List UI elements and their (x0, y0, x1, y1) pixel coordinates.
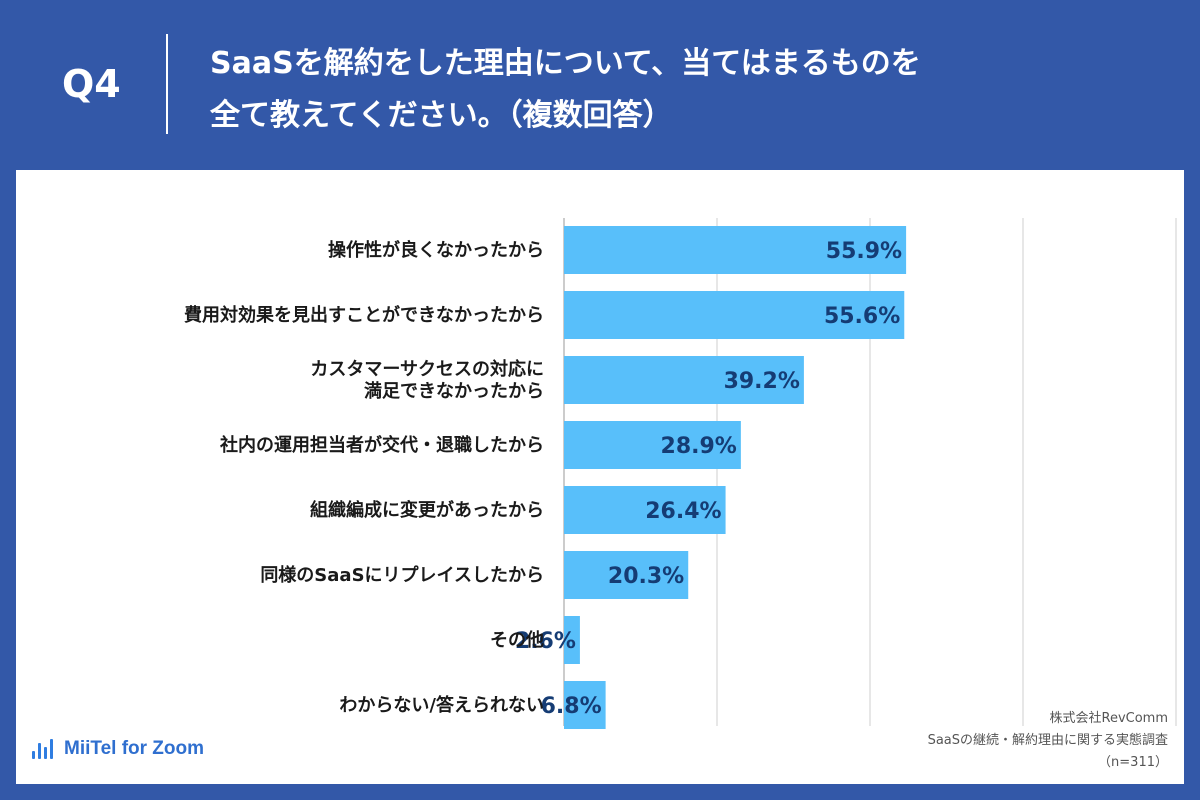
header-divider (166, 34, 168, 134)
data-label: 6.8% (541, 694, 602, 719)
category-label: カスタマーサクセスの対応に (310, 358, 544, 380)
source-survey: SaaSの継続・解約理由に関する実態調査 (927, 733, 1168, 748)
source-company: 株式会社RevComm (1049, 711, 1169, 726)
data-label: 28.9% (661, 434, 737, 459)
data-label: 2.6% (515, 629, 576, 654)
category-label: 操作性が良くなかったから (328, 239, 544, 261)
category-label: わからない/答えられない (339, 694, 544, 716)
category-label: 社内の運用担当者が交代・退職したから (220, 434, 544, 456)
data-label: 39.2% (724, 369, 800, 394)
miitel-logo: MiiTel for Zoom (32, 738, 204, 760)
question-title-line-1: SaaSを解約をした理由について、当てはまるものを (210, 46, 921, 81)
bar (564, 291, 905, 339)
bar (564, 486, 726, 534)
category-label: 組織編成に変更があったから (310, 499, 544, 521)
category-label: その他 (490, 629, 544, 651)
bar (564, 356, 804, 404)
question-title-line-2: 全て教えてください。（複数回答） (210, 98, 673, 133)
category-label: 同様のSaaSにリプレイスしたから (260, 564, 544, 586)
bar (564, 226, 907, 274)
data-label: 20.3% (608, 564, 684, 589)
chart-panel: 55.9% 操作性が良くなかったから 55.6% 費用対効果を見出すことができなかった… (16, 170, 1184, 784)
question-number: Q4 (62, 62, 121, 106)
audio-wave-icon (32, 739, 56, 759)
data-label: 55.9% (826, 239, 902, 264)
bar (564, 421, 741, 469)
logo-text: MiiTel for Zoom (64, 738, 205, 759)
source-note: 株式会社RevComm SaaSの継続・解約理由に関する実態調査 （n=311） (928, 708, 1168, 774)
question-title: SaaSを解約をした理由について、当てはまるものを 全て教えてください。（複数回… (210, 38, 1170, 142)
bar (564, 681, 606, 729)
bar (564, 551, 689, 599)
category-label: 満足できなかったから (364, 380, 544, 402)
data-label: 55.6% (824, 304, 900, 329)
source-sample: （n=311） (1098, 755, 1168, 770)
bar (564, 616, 580, 664)
header: Q4 SaaSを解約をした理由について、当てはまるものを 全て教えてください。（… (0, 0, 1200, 168)
category-label: 費用対効果を見出すことができなかったから (184, 304, 544, 326)
data-label: 26.4% (645, 499, 721, 524)
bar-chart: 55.9% 操作性が良くなかったから 55.6% 費用対効果を見出すことができなかった… (184, 218, 1177, 729)
